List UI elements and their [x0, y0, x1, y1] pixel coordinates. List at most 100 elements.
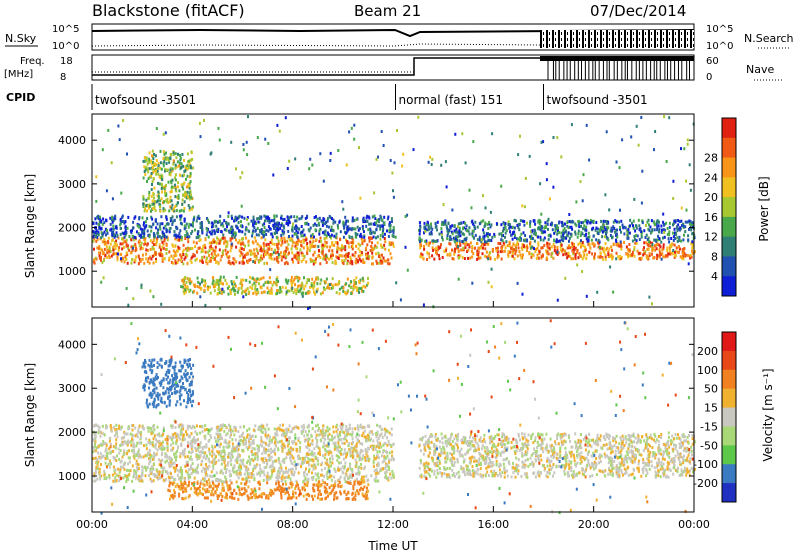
heatmap-cell: [568, 244, 570, 248]
heatmap-cell: [203, 243, 206, 247]
heatmap-cell: [151, 154, 153, 158]
power-marks: [92, 115, 696, 310]
heatmap-cell: [454, 237, 457, 241]
heatmap-cell: [646, 243, 649, 246]
heatmap-cell: [172, 441, 175, 445]
heatmap-cell: [353, 254, 356, 258]
heatmap-cell: [349, 449, 352, 453]
nave-tick-bottom: 0: [706, 72, 712, 83]
heatmap-cell: [574, 232, 577, 236]
heatmap-cell: [213, 240, 216, 244]
heatmap-cell: [482, 228, 485, 232]
heatmap-cell: [496, 250, 499, 254]
heatmap-cell: [241, 260, 244, 264]
heatmap-cell: [513, 257, 516, 261]
heatmap-cell: [140, 435, 143, 439]
heatmap-cell: [688, 227, 690, 231]
heatmap-cell: [182, 193, 184, 197]
heatmap-cell: [195, 241, 198, 245]
heatmap-cell: [296, 242, 299, 245]
heatmap-cell: [472, 222, 474, 226]
heatmap-cell: [602, 219, 605, 223]
heatmap-noise: [680, 206, 683, 210]
heatmap-cell: [446, 253, 449, 257]
heatmap-cell: [172, 151, 175, 155]
heatmap-cell: [362, 425, 365, 429]
heatmap-cell: [347, 219, 349, 223]
heatmap-cell: [136, 468, 139, 472]
heatmap-cell: [235, 275, 238, 279]
heatmap-cell: [173, 218, 176, 222]
heatmap-cell: [282, 423, 284, 427]
heatmap-cell: [156, 433, 159, 437]
heatmap-cell: [437, 248, 439, 252]
heatmap-cell: [234, 426, 237, 430]
heatmap-noise: [242, 143, 245, 146]
heatmap-cell: [357, 247, 360, 251]
heatmap-cell: [582, 255, 585, 259]
heatmap-noise: [117, 252, 119, 256]
heatmap-cell: [173, 209, 176, 213]
heatmap-cell: [618, 257, 621, 261]
heatmap-cell: [477, 253, 480, 257]
heatmap-cell: [479, 238, 482, 242]
heatmap-cell: [269, 240, 272, 244]
heatmap-cell: [152, 431, 155, 435]
heatmap-cell: [156, 222, 159, 226]
heatmap-cell: [138, 474, 141, 478]
heatmap-cell: [319, 262, 322, 266]
heatmap-cell: [132, 226, 135, 230]
heatmap-cell: [239, 224, 242, 228]
heatmap-cell: [360, 287, 362, 291]
heatmap-cell: [480, 238, 483, 242]
heatmap-cell: [203, 476, 206, 480]
heatmap-cell: [154, 446, 157, 450]
heatmap-cell: [539, 235, 542, 239]
heatmap-cell: [307, 291, 310, 295]
heatmap-noise: [556, 136, 559, 140]
heatmap-cell: [377, 220, 380, 224]
heatmap-cell: [312, 467, 315, 471]
heatmap-cell: [196, 276, 199, 280]
heatmap-cell: [171, 436, 174, 440]
heatmap-cell: [538, 218, 541, 222]
heatmap-cell: [237, 215, 240, 219]
heatmap-cell: [334, 235, 337, 239]
heatmap-cell: [188, 290, 191, 293]
heatmap-cell: [230, 288, 233, 292]
heatmap-cell: [192, 166, 195, 170]
heatmap-cell: [551, 228, 554, 232]
heatmap-cell: [168, 172, 171, 176]
heatmap-cell: [451, 224, 454, 228]
heatmap-cell: [507, 220, 510, 224]
heatmap-cell: [119, 427, 122, 431]
heatmap-cell: [369, 227, 372, 231]
heatmap-cell: [387, 215, 390, 219]
heatmap-cell: [268, 245, 271, 249]
heatmap-cell: [543, 243, 546, 247]
heatmap-cell: [513, 226, 516, 230]
heatmap-cell: [599, 228, 602, 232]
heatmap-cell: [333, 234, 336, 238]
heatmap-cell: [296, 287, 299, 291]
heatmap-cell: [311, 471, 313, 475]
heatmap-cell: [104, 253, 107, 257]
heatmap-cell: [465, 238, 467, 242]
heatmap-cell: [195, 219, 198, 223]
heatmap-cell: [390, 256, 393, 260]
heatmap-cell: [672, 222, 675, 226]
heatmap-noise: [395, 281, 398, 285]
heatmap-cell: [183, 219, 186, 223]
heatmap-cell: [308, 469, 310, 473]
heatmap-cell: [367, 276, 369, 280]
heatmap-cell: [342, 286, 345, 290]
heatmap-cell: [263, 230, 266, 234]
heatmap-cell: [576, 248, 579, 252]
heatmap-cell: [379, 237, 382, 241]
heatmap-cell: [343, 254, 346, 258]
heatmap-cell: [647, 247, 650, 251]
heatmap-cell: [209, 291, 212, 295]
heatmap-cell: [233, 425, 236, 429]
heatmap-cell: [276, 221, 279, 225]
heatmap-cell: [660, 224, 663, 228]
